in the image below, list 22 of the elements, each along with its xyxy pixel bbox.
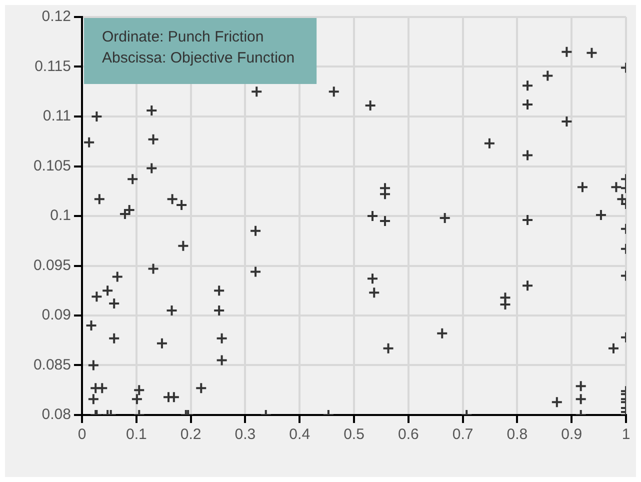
x-tick-label: 0.5	[344, 426, 364, 444]
x-tick-label: 1	[622, 426, 630, 444]
x-tick-label: 0.2	[180, 426, 202, 444]
y-tick-label: 0.11	[42, 108, 71, 125]
y-tick-label: 0.105	[33, 157, 71, 174]
annotation: Ordinate: Punch Friction	[102, 28, 264, 46]
x-tick-label: 0.6	[398, 426, 419, 444]
y-tick-label: 0.08	[42, 406, 71, 424]
y-tick-label: 0.1	[50, 207, 71, 224]
y-tick-label: 0.085	[33, 356, 71, 374]
y-tick-label: 0.095	[33, 256, 71, 274]
x-tick-label: 0.4	[289, 426, 310, 444]
annotation: Abscissa: Objective Function	[102, 50, 295, 67]
x-tick-label: 0	[78, 426, 86, 444]
x-tick-label: 0.1	[126, 426, 147, 444]
x-tick-label: 0.7	[452, 426, 474, 444]
y-tick-label: 0.12	[42, 8, 71, 26]
y-tick-label: 0.115	[34, 58, 71, 75]
x-tick-label: 0.3	[234, 426, 256, 444]
x-tick-label: 0.9	[561, 426, 582, 444]
y-tick-label: 0.09	[42, 306, 71, 324]
x-tick-label: 0.8	[506, 426, 528, 444]
